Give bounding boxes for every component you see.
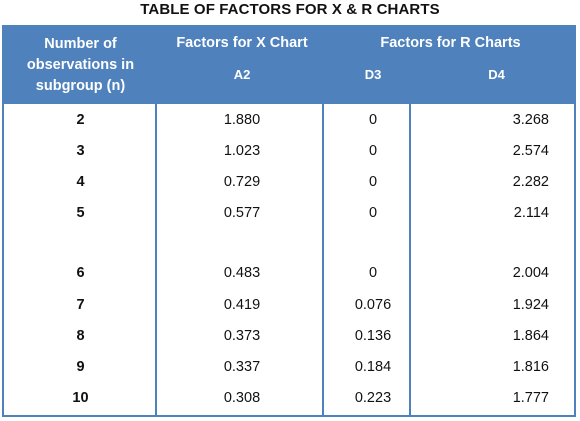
row-a2-cell: 0.483 bbox=[223, 265, 261, 281]
row-n-cell: 4 bbox=[76, 174, 85, 190]
row-d3-cell: 0.076 bbox=[354, 297, 392, 313]
row-d3-cell: 0 bbox=[368, 112, 378, 128]
row-d4-cell: 2.282 bbox=[512, 174, 549, 190]
row-d3-cell: 0 bbox=[368, 265, 378, 281]
row-d3-cell: 0 bbox=[368, 205, 378, 221]
row-n-cell: 7 bbox=[76, 297, 85, 313]
row-d4-cell: 1.924 bbox=[512, 297, 549, 313]
row-d3-cell: 0.136 bbox=[354, 328, 392, 344]
row-n-cell: 9 bbox=[76, 359, 85, 375]
row-a2-cell: 0.308 bbox=[223, 390, 261, 406]
row-n-cell: 8 bbox=[76, 328, 85, 344]
row-d4-cell: 1.864 bbox=[512, 328, 549, 344]
header-x-chart: Factors for X Chart bbox=[176, 35, 308, 51]
row-d4-cell: 2.004 bbox=[512, 265, 549, 281]
header-a2: A2 bbox=[233, 67, 251, 82]
row-a2-cell: 0.373 bbox=[223, 328, 261, 344]
header-d3: D3 bbox=[364, 67, 382, 82]
table-title: TABLE OF FACTORS FOR X & R CHARTS bbox=[140, 1, 440, 18]
row-d4-cell: 2.114 bbox=[513, 205, 549, 221]
row-d3-cell: 0 bbox=[368, 174, 378, 190]
row-a2-cell: 1.023 bbox=[223, 143, 261, 159]
row-n-cell: 6 bbox=[76, 265, 85, 281]
row-n-cell: 10 bbox=[72, 390, 89, 406]
header-d4: D4 bbox=[488, 67, 505, 82]
row-d4-cell: 1.777 bbox=[512, 390, 549, 406]
column-divider bbox=[409, 104, 411, 415]
column-divider bbox=[155, 104, 157, 415]
row-d4-cell: 3.268 bbox=[512, 112, 549, 128]
row-n-cell: 5 bbox=[76, 205, 85, 221]
row-d4-cell: 1.816 bbox=[512, 359, 549, 375]
row-a2-cell: 0.419 bbox=[223, 297, 261, 313]
column-divider bbox=[322, 104, 324, 415]
row-a2-cell: 0.577 bbox=[223, 205, 261, 221]
row-n-cell: 2 bbox=[76, 112, 85, 128]
row-a2-cell: 0.337 bbox=[223, 359, 261, 375]
row-d3-cell: 0.223 bbox=[354, 390, 392, 406]
factors-table: Number of observations in subgroup (n) F… bbox=[2, 25, 576, 417]
row-n-cell: 3 bbox=[76, 143, 85, 159]
row-d3-cell: 0.184 bbox=[354, 359, 392, 375]
row-a2-cell: 1.880 bbox=[223, 112, 261, 128]
header-r-charts: Factors for R Charts bbox=[380, 35, 521, 51]
row-a2-cell: 0.729 bbox=[223, 174, 261, 190]
row-d3-cell: 0 bbox=[368, 143, 378, 159]
header-subgroup-size: Number of observations in subgroup (n) bbox=[26, 36, 135, 94]
row-d4-cell: 2.574 bbox=[512, 143, 549, 159]
table-header: Number of observations in subgroup (n) F… bbox=[4, 27, 574, 104]
